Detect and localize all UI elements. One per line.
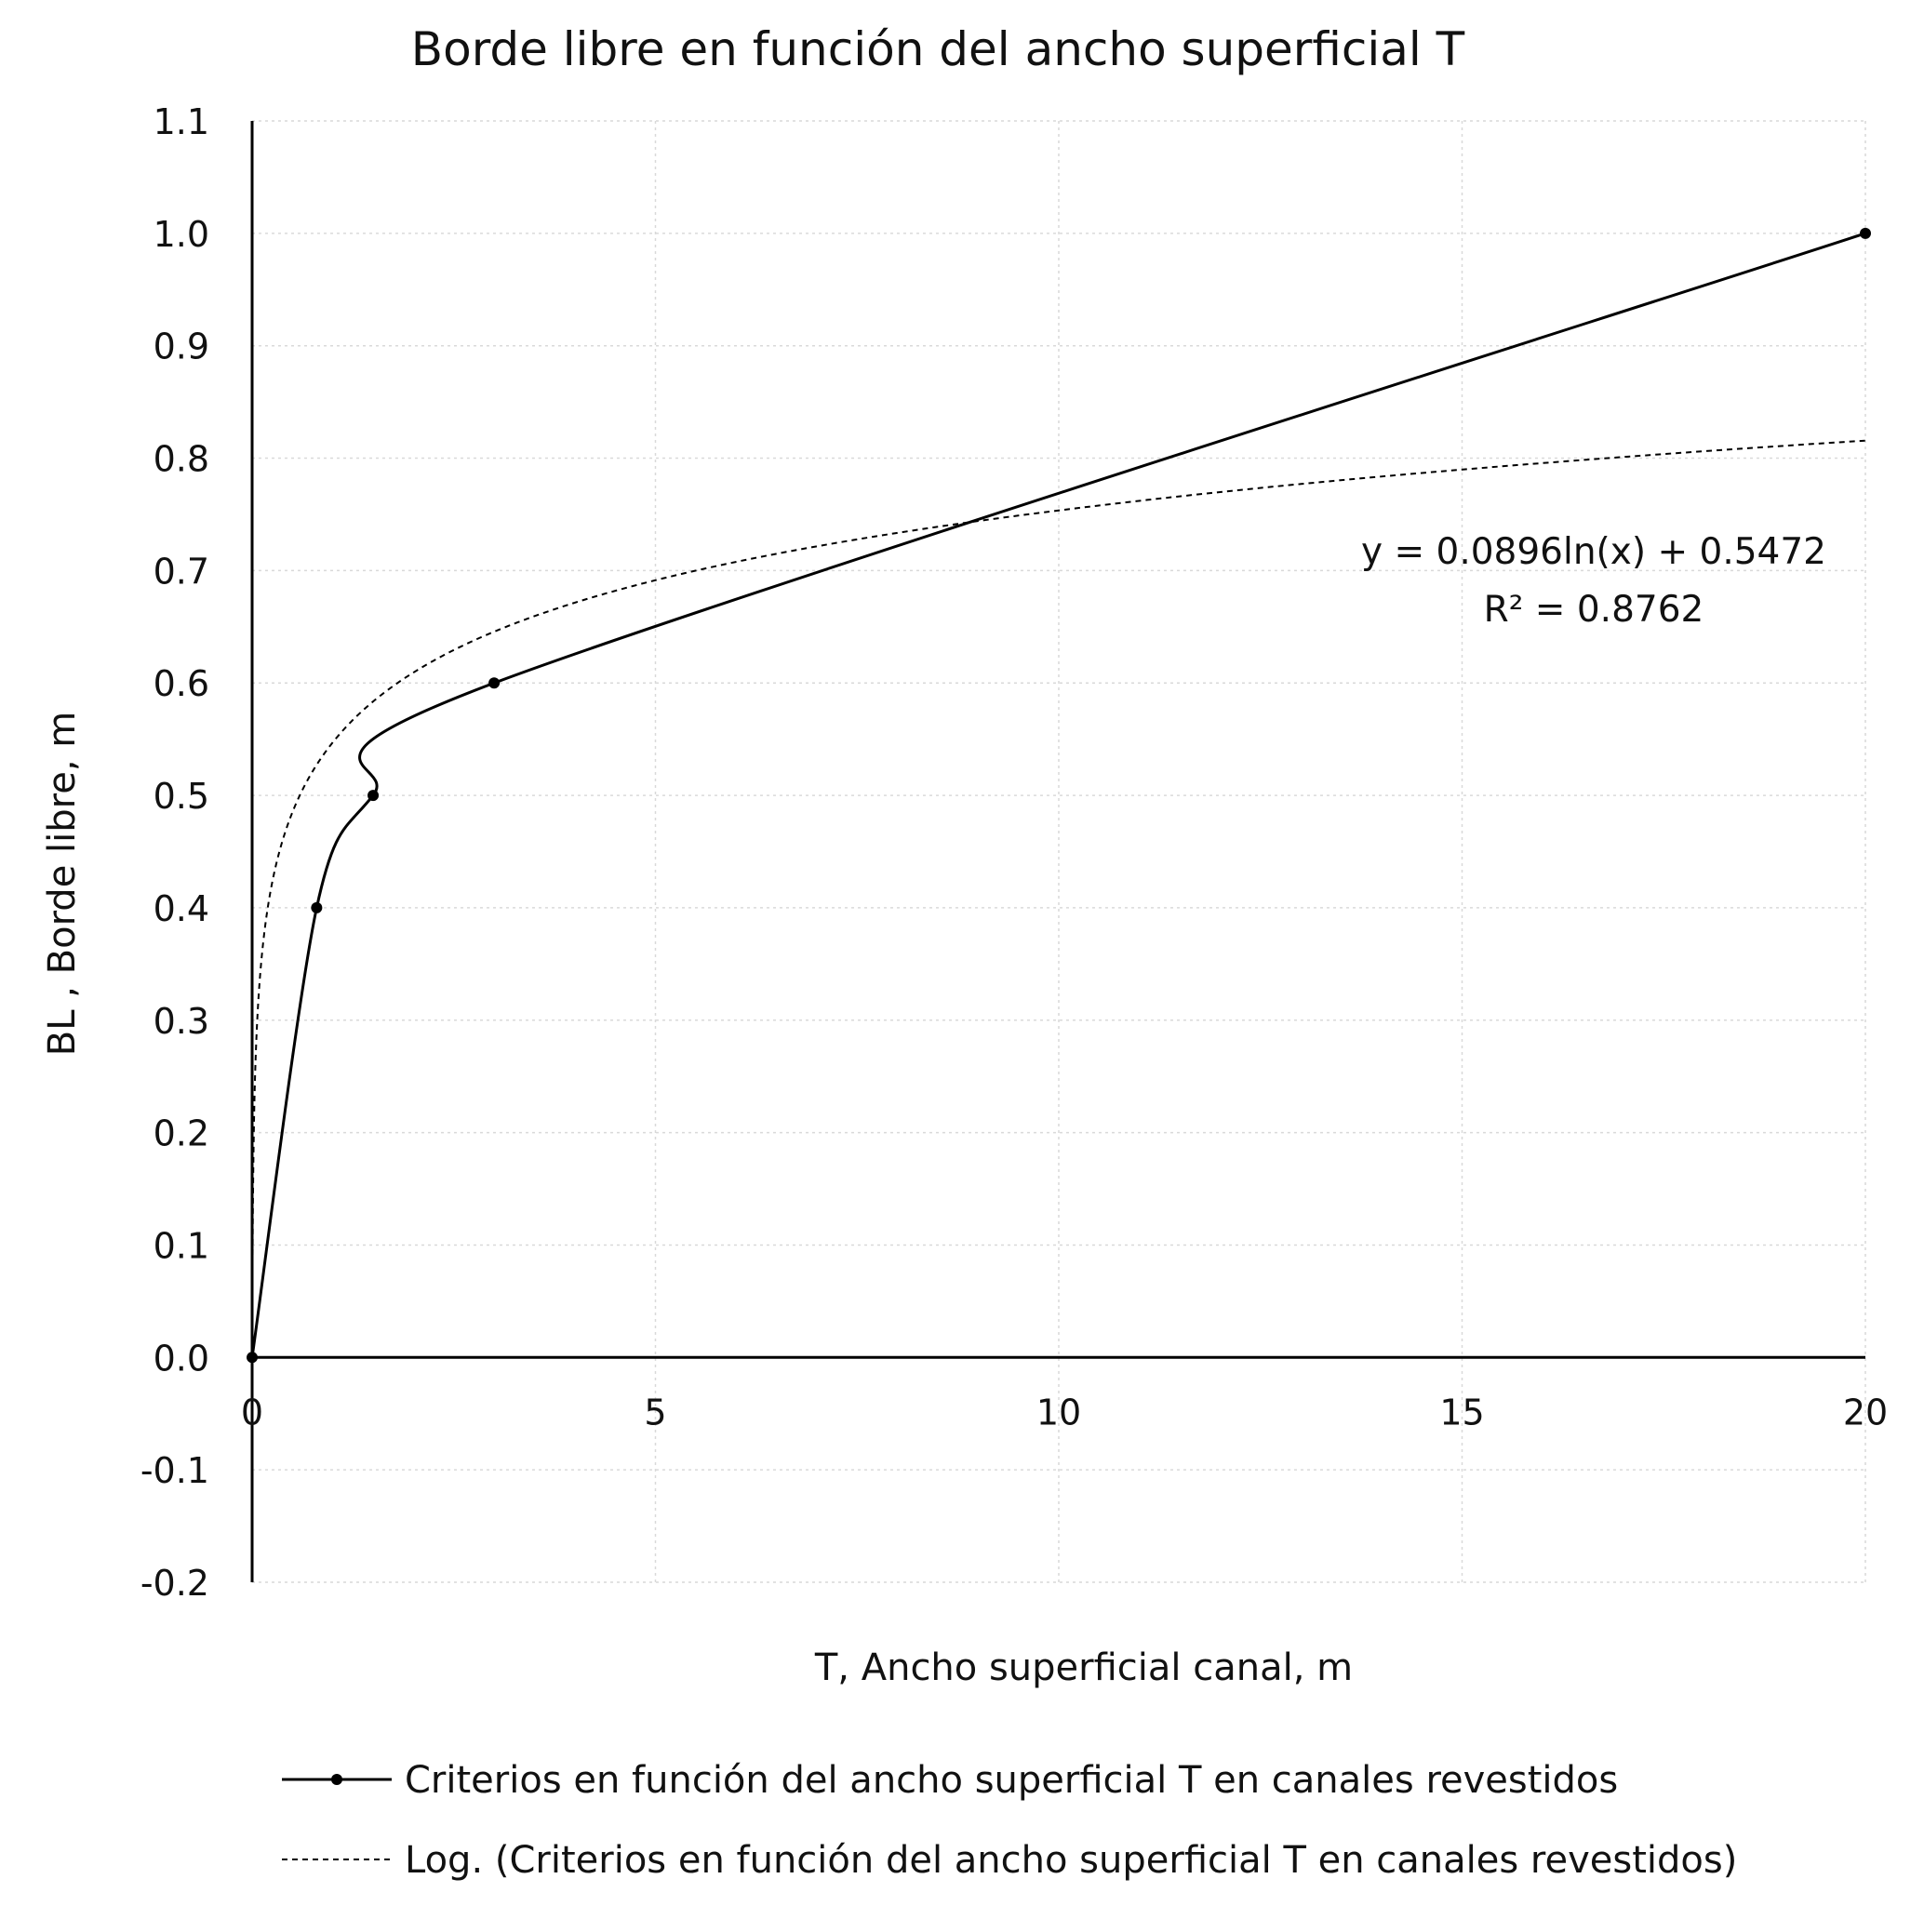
legend-item-trendline: Log. (Criterios en función del ancho sup… [282, 1839, 1737, 1882]
y-tick-label: 0.3 [154, 1001, 209, 1042]
y-tick-label: -0.1 [140, 1450, 209, 1491]
log-trendline-path [251, 439, 1866, 1357]
series-line [250, 232, 1866, 1358]
y-tick-labels: 1.1 1.0 0.9 0.8 0.7 0.6 0.5 0.4 0.3 0.2 0.1 0.0 -0.1… [140, 101, 209, 1604]
y-tick-label: 0.4 [154, 888, 209, 929]
data-point [247, 1352, 258, 1364]
log-trendline [251, 439, 1866, 1357]
legend-series-label: Criterios en función del ancho superfici… [405, 1759, 1618, 1802]
data-point [311, 901, 323, 913]
trendline-r-squared: R² = 0.8762 [1484, 589, 1704, 631]
data-point [367, 790, 380, 802]
chart-title: Borde libre en función del ancho superfi… [411, 22, 1465, 76]
y-tick-label: 1.1 [154, 101, 209, 142]
y-tick-label: 0.8 [154, 439, 209, 480]
x-tick-label: 5 [644, 1392, 666, 1432]
legend-trendline-label: Log. (Criterios en función del ancho sup… [405, 1839, 1737, 1882]
legend-item-series: Criterios en función del ancho superfici… [282, 1759, 1618, 1802]
x-tick-label: 0 [241, 1392, 263, 1432]
y-tick-label: 0.6 [154, 663, 209, 704]
x-tick-label: 20 [1843, 1392, 1888, 1432]
legend: Criterios en función del ancho superfici… [282, 1759, 1737, 1882]
legend-series-marker-swatch [331, 1774, 342, 1785]
data-point [488, 677, 501, 689]
x-tick-label: 10 [1036, 1392, 1081, 1432]
y-tick-label: 0.2 [154, 1113, 209, 1154]
y-tick-label: 0.0 [154, 1338, 209, 1379]
axes [250, 121, 1865, 1582]
y-tick-label: 0.9 [154, 326, 209, 367]
data-point [1860, 227, 1871, 239]
y-tick-label: -0.2 [140, 1563, 209, 1604]
y-tick-label: 0.7 [154, 551, 209, 592]
y-tick-label: 0.5 [154, 776, 209, 817]
x-tick-labels: 0 5 10 15 20 [241, 1392, 1888, 1432]
trendline-equation: y = 0.0896ln(x) + 0.5472 [1361, 531, 1826, 573]
y-tick-label: 1.0 [154, 214, 209, 255]
x-axis-title: T, Ancho superficial canal, m [814, 1646, 1353, 1689]
gridlines [252, 120, 1866, 1583]
x-tick-label: 15 [1439, 1392, 1484, 1432]
y-tick-label: 0.1 [154, 1225, 209, 1266]
y-axis-title: BL , Borde libre, m [41, 712, 84, 1056]
data-series [247, 227, 1871, 1364]
